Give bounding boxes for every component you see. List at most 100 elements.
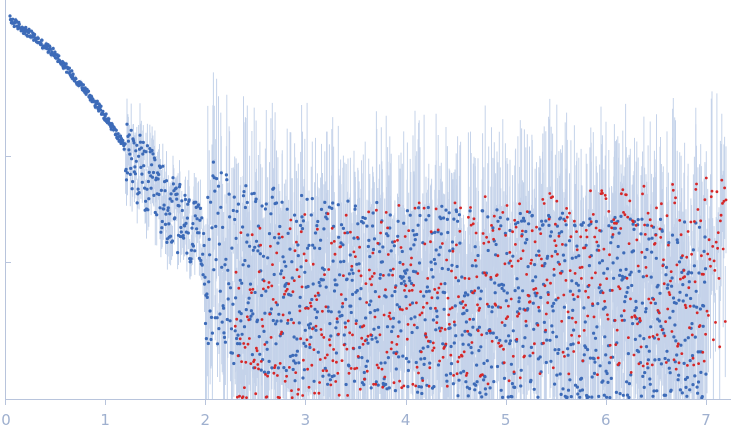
data-point-primary xyxy=(206,341,210,346)
data-point-secondary xyxy=(577,341,580,345)
data-point-secondary xyxy=(642,184,646,188)
data-point-primary xyxy=(410,330,414,335)
data-point-primary xyxy=(365,224,369,228)
data-point-primary xyxy=(601,379,605,383)
data-point-primary xyxy=(368,255,372,259)
data-point-primary xyxy=(625,290,629,294)
data-point-secondary xyxy=(587,296,590,299)
data-point-primary xyxy=(143,186,147,190)
data-point-secondary xyxy=(325,353,329,357)
data-point-primary xyxy=(593,360,597,364)
data-point-primary xyxy=(161,164,165,168)
data-point-primary xyxy=(495,208,499,212)
data-point-primary xyxy=(639,232,643,236)
data-point-primary xyxy=(318,284,322,288)
data-point-primary xyxy=(282,366,286,370)
data-point-secondary xyxy=(289,218,293,222)
data-point-primary xyxy=(588,217,592,221)
data-point-primary xyxy=(408,213,412,217)
data-point-primary xyxy=(274,201,279,205)
data-point-secondary xyxy=(572,350,576,353)
data-point-primary xyxy=(448,249,452,253)
data-point-secondary xyxy=(621,188,625,192)
data-point-primary xyxy=(332,374,336,378)
data-point-primary xyxy=(300,227,305,231)
data-point-secondary xyxy=(322,336,326,339)
data-point-primary xyxy=(629,373,633,377)
data-point-secondary xyxy=(535,291,539,295)
data-point-primary xyxy=(182,236,186,240)
data-point-secondary xyxy=(659,236,663,239)
data-point-secondary xyxy=(719,219,722,223)
data-point-secondary xyxy=(569,235,573,239)
data-point-primary xyxy=(687,280,691,284)
data-point-primary xyxy=(586,348,590,352)
data-point-primary xyxy=(295,349,299,353)
data-point-secondary xyxy=(672,358,676,362)
data-point-primary xyxy=(502,376,507,380)
data-point-secondary xyxy=(434,306,437,310)
data-point-primary xyxy=(256,224,260,228)
data-point-primary xyxy=(413,315,417,319)
data-point-secondary xyxy=(455,372,459,376)
data-point-secondary xyxy=(447,313,451,317)
data-point-primary xyxy=(548,338,552,342)
data-point-primary xyxy=(627,382,632,386)
data-point-secondary xyxy=(240,360,244,363)
data-point-primary xyxy=(288,354,292,358)
data-point-secondary xyxy=(386,253,390,256)
data-point-primary xyxy=(641,374,645,378)
data-point-primary xyxy=(39,42,43,46)
data-point-primary xyxy=(453,323,457,327)
data-point-primary xyxy=(153,210,157,215)
data-point-primary xyxy=(146,208,150,212)
data-points-layer xyxy=(8,14,728,400)
data-point-primary xyxy=(594,348,598,352)
data-point-secondary xyxy=(377,295,381,299)
data-point-secondary xyxy=(589,220,593,224)
data-point-secondary xyxy=(253,366,257,370)
data-point-primary xyxy=(293,213,297,217)
x-tick-label: 2 xyxy=(201,411,211,429)
data-point-primary xyxy=(688,388,692,392)
data-point-secondary xyxy=(656,309,660,312)
data-point-primary xyxy=(651,394,655,398)
data-point-primary xyxy=(549,359,553,363)
data-point-secondary xyxy=(595,240,599,244)
data-point-primary xyxy=(126,139,130,143)
data-point-primary xyxy=(223,340,227,344)
data-point-secondary xyxy=(714,240,718,244)
data-point-secondary xyxy=(489,275,493,279)
data-point-primary xyxy=(425,285,429,289)
data-point-primary xyxy=(617,231,621,235)
data-point-primary xyxy=(170,199,174,203)
data-point-primary xyxy=(664,273,668,277)
data-point-primary xyxy=(195,217,199,221)
data-point-primary xyxy=(450,263,454,267)
data-point-primary xyxy=(458,241,462,245)
data-point-secondary xyxy=(486,382,490,386)
data-point-primary xyxy=(231,208,235,213)
data-point-primary xyxy=(557,231,561,235)
data-point-secondary xyxy=(697,362,700,365)
data-point-secondary xyxy=(547,217,551,221)
data-point-primary xyxy=(515,277,519,281)
data-point-secondary xyxy=(551,366,555,370)
data-point-secondary xyxy=(440,326,444,330)
data-point-secondary xyxy=(452,320,456,324)
data-point-primary xyxy=(124,178,129,182)
data-point-secondary xyxy=(429,240,432,244)
data-point-primary xyxy=(224,257,228,261)
data-point-primary xyxy=(506,217,510,221)
data-point-primary xyxy=(17,22,21,26)
data-point-secondary xyxy=(549,281,552,285)
data-point-secondary xyxy=(481,373,484,377)
data-point-primary xyxy=(313,246,317,250)
data-point-secondary xyxy=(575,248,579,252)
data-point-secondary xyxy=(236,395,239,399)
data-point-primary xyxy=(699,370,703,374)
data-point-primary xyxy=(67,66,71,70)
data-point-primary xyxy=(657,357,661,362)
data-point-secondary xyxy=(721,247,725,251)
data-point-primary xyxy=(339,260,343,264)
